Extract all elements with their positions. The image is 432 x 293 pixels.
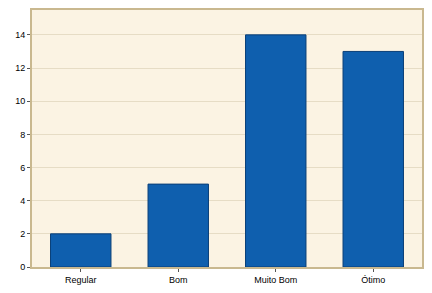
svg-text:12: 12 <box>15 63 25 73</box>
svg-text:6: 6 <box>20 163 25 173</box>
svg-text:Bom: Bom <box>169 275 188 285</box>
svg-text:14: 14 <box>15 30 25 40</box>
svg-text:8: 8 <box>20 130 25 140</box>
svg-text:Regular: Regular <box>65 275 97 285</box>
svg-text:4: 4 <box>20 196 25 206</box>
svg-text:Ótimo: Ótimo <box>361 275 385 285</box>
svg-text:Muito Bom: Muito Bom <box>254 275 297 285</box>
svg-text:2: 2 <box>20 229 25 239</box>
svg-text:0: 0 <box>20 262 25 272</box>
svg-text:10: 10 <box>15 96 25 106</box>
